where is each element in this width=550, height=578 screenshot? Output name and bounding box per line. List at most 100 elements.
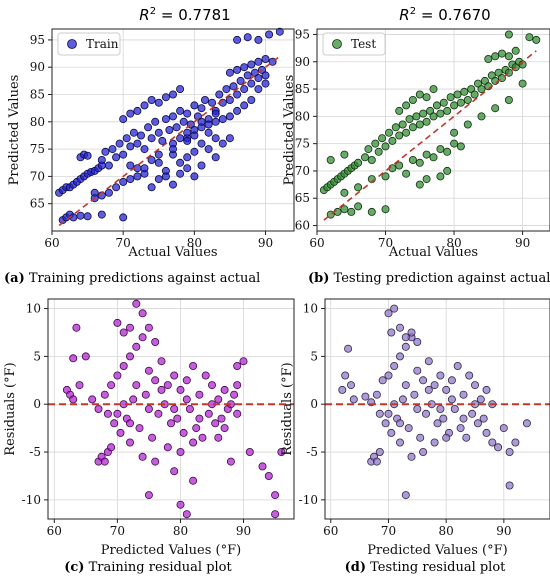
- y-tick-label: 5: [33, 349, 41, 363]
- x-axis-label: Actual Values: [127, 245, 217, 260]
- data-point: [151, 337, 160, 346]
- data-point: [225, 134, 234, 143]
- plot-area: [317, 29, 550, 231]
- data-point: [88, 395, 97, 404]
- data-point: [168, 180, 177, 189]
- data-point: [436, 145, 445, 154]
- data-point: [371, 139, 380, 148]
- data-point: [104, 161, 113, 170]
- data-point: [233, 381, 242, 390]
- data-point: [247, 96, 256, 105]
- data-point: [144, 366, 153, 375]
- identity-reference-line: [58, 55, 281, 227]
- data-point: [381, 419, 390, 428]
- legend-label: Test: [351, 37, 376, 51]
- data-point: [384, 128, 393, 137]
- data-point: [192, 424, 201, 433]
- data-point: [346, 381, 355, 390]
- data-point: [140, 145, 149, 154]
- data-point: [233, 90, 242, 99]
- data-point: [104, 188, 113, 197]
- data-point: [211, 117, 220, 126]
- data-point: [154, 409, 163, 418]
- data-point: [381, 205, 390, 214]
- data-point: [387, 328, 396, 337]
- data-point: [157, 385, 166, 394]
- y-tick-label: 90: [295, 55, 310, 69]
- data-point: [100, 457, 109, 466]
- data-point: [511, 438, 520, 447]
- data-point: [398, 395, 407, 404]
- data-point: [460, 87, 469, 96]
- y-axis-label: Predicted Values: [7, 75, 22, 186]
- data-point: [233, 361, 242, 370]
- data-point: [176, 169, 185, 178]
- y-axis-label: Predicted Values: [282, 75, 297, 186]
- data-point: [113, 371, 122, 380]
- data-point: [395, 131, 404, 140]
- data-point: [504, 52, 513, 61]
- data-point: [204, 120, 213, 129]
- data-point: [349, 395, 358, 404]
- data-point: [154, 158, 163, 167]
- data-point: [459, 414, 468, 423]
- data-point: [388, 136, 397, 145]
- data-point: [138, 309, 147, 318]
- x-tick-label: 70: [116, 236, 131, 250]
- data-point: [176, 85, 185, 94]
- data-point: [424, 385, 433, 394]
- x-tick-label: 60: [323, 524, 338, 538]
- data-point: [75, 381, 84, 390]
- data-point: [197, 104, 206, 113]
- data-point: [233, 409, 242, 418]
- data-point: [240, 85, 249, 94]
- data-point: [126, 419, 135, 428]
- data-point: [211, 419, 220, 428]
- data-point: [401, 491, 410, 500]
- panel-a-plot: 60 70 80 90 65 70 75 80 85 90 95 Actual Values Predi…: [7, 27, 295, 260]
- data-point: [532, 35, 541, 44]
- data-point: [176, 106, 185, 115]
- data-point: [119, 177, 128, 186]
- data-point: [179, 428, 188, 437]
- panel-d-plot: 60 70 80 90 -10 -5 0 5 10 Predicted Values (°F) Re…: [280, 298, 550, 558]
- y-tick-label: 75: [30, 142, 45, 156]
- x-axis-label: Actual Values: [388, 245, 478, 260]
- data-point: [261, 55, 270, 64]
- x-tick-label: 80: [446, 236, 461, 250]
- x-axis-label: Predicted Values (°F): [367, 543, 507, 558]
- data-point: [200, 96, 209, 105]
- legend-label: Train: [86, 37, 119, 51]
- y-tick-label: 70: [295, 164, 310, 178]
- y-tick-label: 10: [26, 302, 41, 316]
- x-tick-label: 90: [515, 236, 530, 250]
- data-point: [157, 357, 166, 366]
- data-point: [220, 385, 229, 394]
- data-point: [138, 333, 147, 342]
- data-point: [107, 443, 116, 452]
- data-point: [372, 457, 381, 466]
- panel-c-plot: 60 70 80 90 -10 -5 0 5 10 Predicted Values (°F) Re…: [3, 298, 295, 558]
- data-point: [112, 153, 121, 162]
- legend-marker: [332, 39, 342, 49]
- data-point: [204, 128, 213, 137]
- panel-c: 60 70 80 90 -10 -5 0 5 10 Predicted Values (°F) Re…: [3, 298, 295, 575]
- data-point: [254, 35, 263, 44]
- data-point: [170, 404, 179, 413]
- data-point: [138, 452, 147, 461]
- data-point: [479, 414, 488, 423]
- data-point: [172, 123, 181, 132]
- data-point: [136, 131, 145, 140]
- data-point: [491, 52, 500, 61]
- data-point: [340, 150, 349, 159]
- data-point: [504, 30, 513, 39]
- data-point: [473, 419, 482, 428]
- data-point: [338, 385, 347, 394]
- data-point: [459, 390, 468, 399]
- data-point: [119, 150, 128, 159]
- data-point: [243, 71, 252, 80]
- data-point: [185, 404, 194, 413]
- data-point: [133, 139, 142, 148]
- data-point: [126, 438, 135, 447]
